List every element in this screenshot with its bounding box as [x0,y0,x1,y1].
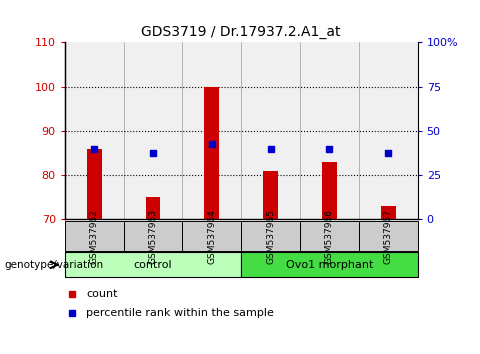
Bar [145,197,160,219]
Point [208,141,216,147]
Point [149,150,157,156]
Text: GSM537966: GSM537966 [325,209,334,264]
Bar [204,87,219,219]
Point [267,146,275,152]
Text: GSM537965: GSM537965 [266,209,275,264]
Bar [263,171,278,219]
Text: percentile rank within the sample: percentile rank within the sample [86,308,274,319]
Bar [87,149,102,219]
Bar [381,206,396,219]
Text: GSM537967: GSM537967 [384,209,393,264]
Text: GSM537964: GSM537964 [207,209,216,264]
Bar [322,162,337,219]
Text: genotype/variation: genotype/variation [5,260,104,270]
Text: GSM537963: GSM537963 [148,209,157,264]
Point [384,150,392,156]
Point [325,146,333,152]
Text: count: count [86,289,118,299]
Text: control: control [134,260,172,270]
Text: Ovo1 morphant: Ovo1 morphant [286,260,373,270]
Title: GDS3719 / Dr.17937.2.A1_at: GDS3719 / Dr.17937.2.A1_at [142,25,341,39]
Text: GSM537962: GSM537962 [90,209,99,264]
Point [90,146,98,152]
